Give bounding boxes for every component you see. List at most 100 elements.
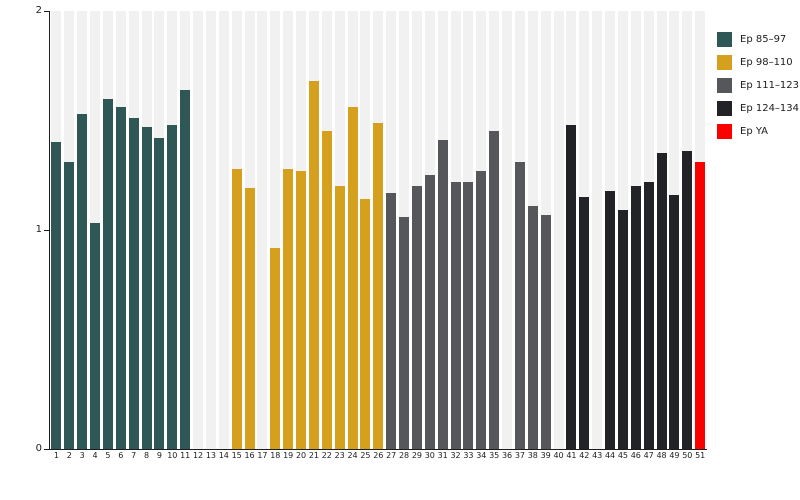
bar-slot: 10 — [166, 11, 179, 460]
bar-slot: 33 — [462, 11, 475, 460]
x-tick-label: 27 — [386, 451, 397, 460]
bar — [167, 124, 178, 449]
background-stripe — [257, 11, 268, 449]
bar — [231, 168, 242, 449]
legend-swatch — [717, 78, 732, 93]
x-tick-label: 9 — [156, 451, 162, 460]
bar — [450, 181, 461, 449]
x-tick-label: 16 — [244, 451, 255, 460]
x-tick-label: 14 — [218, 451, 229, 460]
bar — [514, 162, 525, 449]
bar — [424, 175, 435, 449]
x-tick-label: 10 — [167, 451, 178, 460]
x-tick-label: 22 — [321, 451, 332, 460]
bar — [437, 140, 448, 449]
x-tick-label: 51 — [695, 451, 706, 460]
x-tick-label: 30 — [424, 451, 435, 460]
bar-slot: 29 — [411, 11, 424, 460]
bar-slot: 8 — [140, 11, 153, 460]
legend-swatch — [717, 101, 732, 116]
bar — [605, 190, 616, 449]
background-stripe — [193, 11, 204, 449]
bar-slot: 4 — [89, 11, 102, 460]
y-tick-label: 0 — [35, 443, 42, 454]
x-axis-line — [44, 449, 707, 450]
bar — [386, 192, 397, 449]
legend-label: Ep YA — [740, 125, 769, 137]
x-tick-label: 4 — [92, 451, 98, 460]
bar-slot: 24 — [346, 11, 359, 460]
bar — [141, 127, 152, 449]
bar-slot: 25 — [359, 11, 372, 460]
bar — [64, 162, 75, 449]
x-tick-label: 2 — [66, 451, 72, 460]
bar — [656, 153, 667, 449]
y-axis-line — [49, 11, 50, 450]
x-tick-label: 11 — [180, 451, 191, 460]
bar — [321, 131, 332, 449]
x-tick-label: 21 — [308, 451, 320, 460]
legend-swatch — [717, 124, 732, 139]
y-tick-label: 1 — [35, 224, 42, 235]
bar-slot: 9 — [153, 11, 166, 460]
bar — [399, 216, 410, 449]
bar-slot: 18 — [269, 11, 282, 460]
x-tick-label: 31 — [437, 451, 448, 460]
legend-label: Ep 85–97 — [740, 33, 787, 45]
x-tick-label: 25 — [360, 451, 371, 460]
bar — [51, 142, 62, 449]
bar-slot: 14 — [217, 11, 230, 460]
x-tick-label: 3 — [79, 451, 85, 460]
bar-slot: 21 — [308, 11, 321, 460]
bar — [463, 181, 474, 449]
bar-slot: 38 — [526, 11, 539, 460]
x-tick-label: 39 — [540, 451, 551, 460]
x-tick-label: 40 — [553, 451, 564, 460]
x-tick-label: 37 — [514, 451, 526, 460]
bar — [527, 205, 538, 449]
x-tick-label: 43 — [592, 451, 603, 460]
bar — [476, 170, 487, 449]
bar-slot: 1 — [50, 11, 63, 460]
background-stripe — [502, 11, 513, 449]
bar-slot: 51 — [694, 11, 707, 460]
bar-slot: 11 — [179, 11, 192, 460]
bar-slot: 19 — [282, 11, 295, 460]
bar-slot: 20 — [295, 11, 308, 460]
bar — [540, 214, 551, 449]
bar-slot: 39 — [539, 11, 552, 460]
bar — [180, 89, 191, 449]
bar-slot: 2 — [63, 11, 76, 460]
bar-slot: 37 — [514, 11, 527, 460]
bar — [643, 181, 654, 449]
x-tick-label: 36 — [501, 451, 513, 460]
x-tick-label: 18 — [270, 451, 281, 460]
x-tick-label: 38 — [527, 451, 538, 460]
x-tick-label: 20 — [295, 451, 307, 460]
legend-swatch — [717, 32, 732, 47]
bar-slot: 36 — [501, 11, 514, 460]
bar — [566, 124, 577, 449]
bar — [115, 107, 126, 449]
bar-slot: 45 — [617, 11, 630, 460]
y-tick-mark — [44, 11, 49, 12]
bar-slot: 16 — [243, 11, 256, 460]
x-tick-label: 44 — [604, 451, 616, 460]
legend-row: Ep 124–134 — [717, 101, 799, 116]
x-tick-label: 26 — [373, 451, 384, 460]
legend-row: Ep YA — [717, 124, 799, 139]
bar-slot: 47 — [642, 11, 655, 460]
bar-slot: 46 — [629, 11, 642, 460]
x-tick-label: 23 — [334, 451, 345, 460]
background-stripe — [553, 11, 564, 449]
x-tick-label: 35 — [489, 451, 500, 460]
bar — [682, 151, 693, 449]
bar — [244, 188, 255, 449]
bar — [489, 131, 500, 449]
y-tick-mark — [44, 230, 49, 231]
x-tick-label: 33 — [463, 451, 474, 460]
x-tick-label: 12 — [192, 451, 204, 460]
bar-slot: 42 — [578, 11, 591, 460]
bar — [154, 138, 165, 449]
bar — [360, 199, 371, 449]
